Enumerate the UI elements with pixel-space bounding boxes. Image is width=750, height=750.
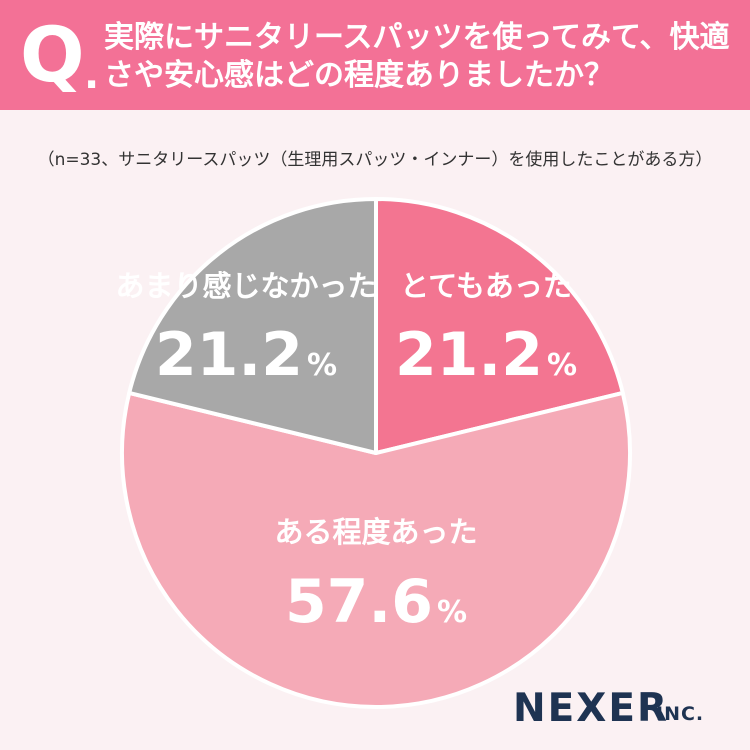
pie-slice — [120, 390, 632, 710]
slice-value-unit: % — [307, 348, 337, 383]
sample-note: （n=33、サニタリースパッツ（生理用スパッツ・インナー）を使用したことがある方… — [37, 150, 713, 170]
pie-slice — [374, 197, 625, 455]
pie-slice — [127, 197, 378, 455]
slice-value-number: 57.6 — [285, 567, 433, 637]
nexer-logo: NEXER — [513, 686, 670, 731]
q-mark: Q — [20, 10, 85, 99]
slice-label: あまり感じなかった — [115, 269, 376, 303]
slice-value: 21.2% — [155, 320, 337, 390]
question-banner: Q . 実際にサニタリースパッツを使ってみて、快適さや安心感はどの程度ありました… — [0, 0, 750, 110]
slice-value-number: 21.2 — [155, 320, 303, 390]
slice-value-number: 21.2 — [395, 320, 543, 390]
slice-label: ある程度あった — [274, 515, 477, 549]
slice-value: 57.6% — [285, 567, 467, 637]
slice-value-unit: % — [547, 348, 577, 383]
nexer-logo-suffix: INC. — [656, 703, 705, 725]
slice-label: とてもあった — [400, 269, 572, 303]
question-text: 実際にサニタリースパッツを使ってみて、快適さや安心感はどの程度ありましたか？ — [104, 20, 730, 93]
slice-value-unit: % — [437, 595, 467, 630]
q-dot: . — [84, 52, 100, 98]
slice-value: 21.2% — [395, 320, 577, 390]
